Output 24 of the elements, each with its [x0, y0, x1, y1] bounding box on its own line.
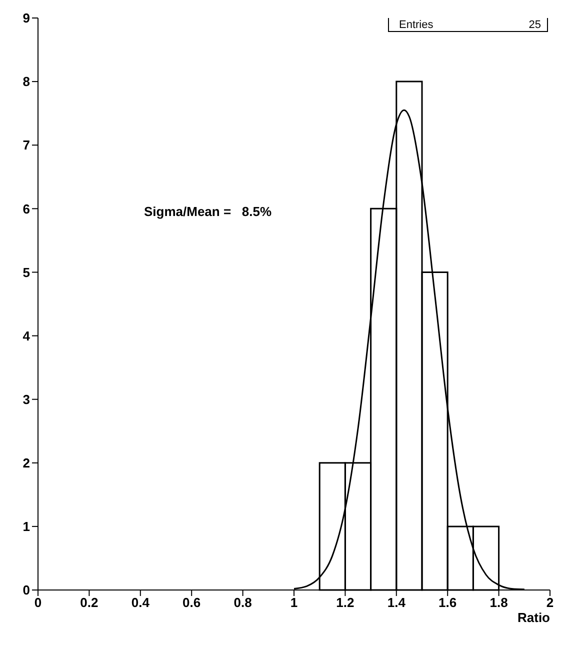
annotation: Sigma/Mean = 8.5% — [144, 204, 272, 219]
x-tick-label: 1.2 — [336, 595, 354, 610]
y-tick-label: 7 — [22, 138, 30, 153]
y-tick-label: 2 — [22, 456, 30, 471]
y-tick-label: 1 — [22, 519, 30, 534]
y-tick-label: 0 — [22, 582, 30, 598]
y-tick-label: 5 — [22, 264, 30, 280]
y-tick-label: 3 — [22, 392, 30, 407]
y-tick-label: 9 — [22, 10, 30, 26]
x-axis-title: Ratio — [518, 610, 550, 625]
y-tick-label: 4 — [22, 328, 31, 344]
x-tick-label: 1.8 — [490, 595, 508, 610]
x-tick-label: 0 — [34, 595, 42, 610]
y-tick-label: 8 — [22, 74, 30, 90]
x-tick-label: 0.2 — [80, 595, 98, 610]
y-tick-label: 6 — [22, 201, 30, 216]
text: Entries 25 — [399, 19, 541, 31]
x-tick-label: 1 — [290, 595, 298, 610]
x-tick-label: 0.8 — [234, 595, 252, 610]
x-tick-label: 0.6 — [182, 595, 201, 610]
x-tick-label: 2 — [546, 595, 554, 610]
x-tick-label: 0.4 — [131, 595, 150, 610]
x-tick-label: 1.6 — [438, 595, 457, 610]
x-tick-label: 1.4 — [387, 595, 406, 610]
